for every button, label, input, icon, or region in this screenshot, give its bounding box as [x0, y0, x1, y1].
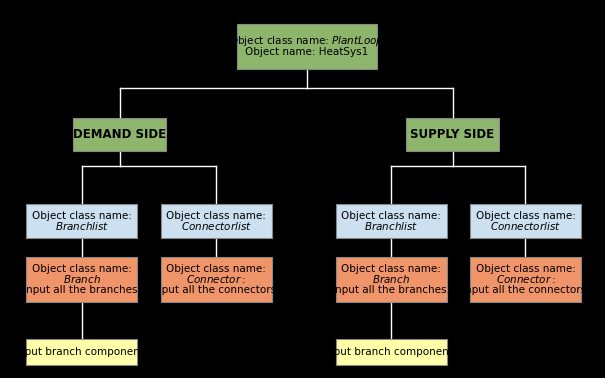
FancyBboxPatch shape [27, 204, 137, 238]
FancyBboxPatch shape [336, 339, 446, 366]
Text: $\it{Connectorlist}$: $\it{Connectorlist}$ [490, 220, 561, 232]
Text: Object class name:: Object class name: [166, 211, 266, 221]
Text: $\it{Branch}$: $\it{Branch}$ [63, 273, 101, 285]
Text: Input branch components: Input branch components [324, 347, 459, 357]
FancyBboxPatch shape [237, 24, 377, 69]
Text: Input all the branches.: Input all the branches. [332, 285, 450, 294]
FancyBboxPatch shape [336, 204, 446, 238]
FancyBboxPatch shape [160, 204, 272, 238]
Text: Input all the branches.: Input all the branches. [23, 285, 141, 294]
Text: SUPPLY SIDE: SUPPLY SIDE [410, 128, 494, 141]
Text: Object class name:: Object class name: [32, 263, 132, 274]
Text: Object class name:: Object class name: [32, 211, 132, 221]
Text: $\it{Connector:}$: $\it{Connector:}$ [186, 273, 246, 285]
Text: $\it{Connector:}$: $\it{Connector:}$ [495, 273, 555, 285]
Text: $\it{Branchlist}$: $\it{Branchlist}$ [54, 220, 109, 232]
Text: Object class name:: Object class name: [341, 211, 441, 221]
Text: Object class name:: Object class name: [476, 211, 575, 221]
Text: Input branch components: Input branch components [15, 347, 149, 357]
FancyBboxPatch shape [406, 118, 499, 152]
FancyBboxPatch shape [160, 257, 272, 302]
Text: $\it{Branchlist}$: $\it{Branchlist}$ [364, 220, 418, 232]
FancyBboxPatch shape [73, 118, 166, 152]
FancyBboxPatch shape [470, 204, 581, 238]
Text: Object class name: $\it{PlantLoop}$: Object class name: $\it{PlantLoop}$ [229, 34, 384, 48]
FancyBboxPatch shape [27, 339, 137, 366]
Text: Input all the connectors.: Input all the connectors. [152, 285, 280, 294]
FancyBboxPatch shape [336, 257, 446, 302]
Text: Input all the connectors.: Input all the connectors. [462, 285, 589, 294]
Text: Object class name:: Object class name: [476, 263, 575, 274]
FancyBboxPatch shape [27, 257, 137, 302]
Text: Object class name:: Object class name: [341, 263, 441, 274]
Text: DEMAND SIDE: DEMAND SIDE [73, 128, 166, 141]
Text: Object class name:: Object class name: [166, 263, 266, 274]
Text: $\it{Branch}$: $\it{Branch}$ [372, 273, 410, 285]
Text: Object name: HeatSys1: Object name: HeatSys1 [245, 46, 368, 57]
Text: $\it{Connectorlist}$: $\it{Connectorlist}$ [180, 220, 252, 232]
FancyBboxPatch shape [470, 257, 581, 302]
